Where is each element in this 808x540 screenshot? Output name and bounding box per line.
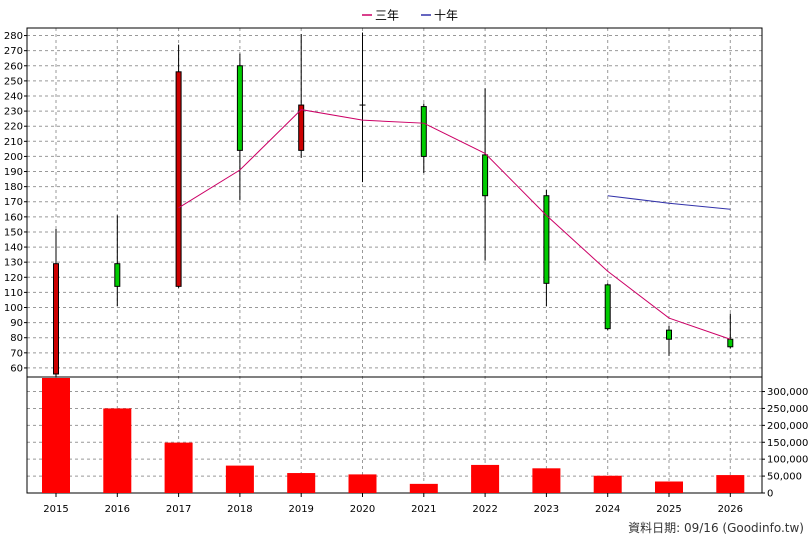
price-tick-label: 110 (4, 288, 23, 299)
volume-bar-2019 (287, 473, 316, 493)
legend-label-1: 十年 (434, 9, 458, 23)
volume-tick-label: 250,000 (767, 404, 808, 415)
volume-bar-2020 (348, 474, 377, 493)
grid-lines (27, 28, 762, 493)
price-tick-label: 150 (4, 227, 23, 238)
candle-body-2023 (543, 195, 550, 284)
year-tick-label: 2019 (288, 504, 313, 515)
moving-average-lines (178, 109, 731, 340)
candle-body-2017 (175, 71, 182, 287)
year-tick-label: 2018 (227, 504, 252, 515)
volume-bar-2017 (164, 442, 193, 493)
price-tick-label: 180 (4, 182, 23, 193)
volume-bar-2021 (409, 483, 438, 493)
price-tick-label: 200 (4, 152, 23, 163)
candle-body-2024 (604, 284, 611, 330)
candle-body-2021 (420, 106, 427, 157)
price-tick-label: 280 (4, 31, 23, 42)
volume-tick-label: 200,000 (767, 421, 808, 432)
volume-bar-2018 (225, 465, 254, 493)
year-tick-label: 2016 (105, 504, 130, 515)
volume-bar-2023 (532, 468, 561, 493)
volume-bar-2015 (42, 378, 70, 493)
year-tick-label: 2017 (166, 504, 191, 515)
plot-frame (26, 27, 763, 494)
year-tick-label: 2026 (718, 504, 743, 515)
volume-tick-label: 50,000 (767, 472, 802, 483)
volume-bar-2024 (593, 475, 622, 493)
price-tick-label: 210 (4, 137, 23, 148)
price-tick-label: 100 (4, 303, 23, 314)
year-tick-label: 2015 (43, 504, 68, 515)
price-tick-label: 170 (4, 197, 23, 208)
year-tick-label: 2025 (656, 504, 681, 515)
candle-body-2019 (298, 104, 305, 151)
volume-tick-label: 300,000 (767, 387, 808, 398)
price-tick-label: 260 (4, 61, 23, 72)
price-tick-label: 70 (10, 348, 23, 359)
legend: 三年 十年 (362, 9, 458, 23)
price-tick-label: 230 (4, 107, 23, 118)
candle-body-2015 (53, 263, 59, 375)
volume-tick-label: 0 (767, 489, 773, 500)
price-tick-label: 80 (10, 333, 23, 344)
price-tick-label: 190 (4, 167, 23, 178)
price-tick-label: 160 (4, 212, 23, 223)
year-tick-label: 2020 (350, 504, 375, 515)
volume-bar-2025 (655, 481, 683, 493)
year-tick-label: 2024 (595, 504, 620, 515)
price-tick-label: 270 (4, 46, 23, 57)
volume-bars (42, 378, 745, 493)
price-tick-label: 240 (4, 91, 23, 102)
candle-body-2022 (482, 154, 489, 197)
price-tick-label: 140 (4, 243, 23, 254)
volume-tick-label: 150,000 (767, 438, 808, 449)
candlesticks (53, 32, 734, 377)
price-tick-label: 130 (4, 258, 23, 269)
data-date-label: 資料日期: 09/16 (Goodinfo.tw) (628, 521, 804, 535)
volume-bar-2016 (103, 408, 132, 493)
price-tick-label: 90 (10, 318, 23, 329)
year-tick-label: 2023 (534, 504, 559, 515)
year-tick-label: 2022 (472, 504, 497, 515)
candle-body-2018 (236, 65, 243, 151)
price-tick-label: 60 (10, 363, 23, 374)
year-tick-label: 2021 (411, 504, 436, 515)
candle-body-2026 (727, 338, 734, 348)
volume-tick-label: 100,000 (767, 455, 808, 466)
price-tick-label: 120 (4, 273, 23, 284)
series-line-ten-year (607, 195, 731, 210)
candle-body-2025 (666, 329, 672, 340)
price-tick-label: 220 (4, 122, 23, 133)
price-tick-label: 250 (4, 76, 23, 87)
legend-label-0: 三年 (375, 9, 399, 23)
candle-body-2016 (114, 263, 121, 287)
volume-bar-2026 (716, 475, 745, 493)
axes: 60 70 80 90 100 110 120 130 140 150 160 170 180 190 20… (4, 27, 808, 515)
volume-bar-2022 (471, 464, 500, 493)
series-line-three-year (178, 109, 731, 340)
